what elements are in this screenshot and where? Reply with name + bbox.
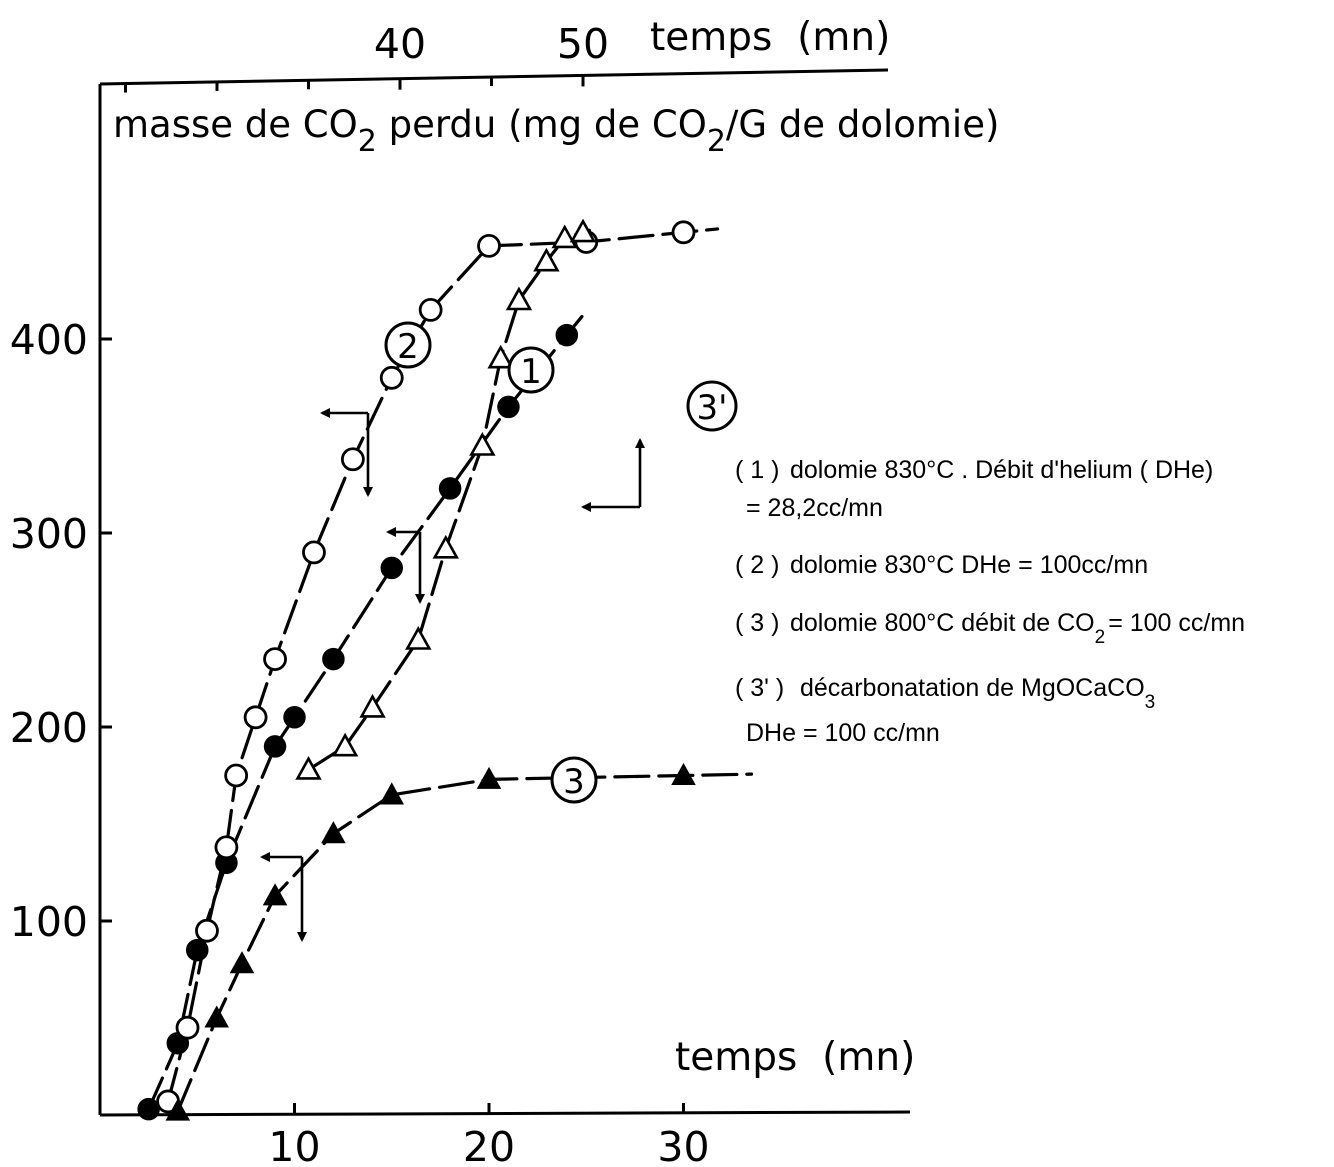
y-axis-label: masse de CO2 perdu (mg de CO2/G de dolom… bbox=[113, 103, 999, 159]
series-3'-point bbox=[432, 534, 459, 559]
axis-arrow-curve-3 bbox=[260, 852, 307, 942]
x-axis-bottom-label: temps (mn) bbox=[675, 1035, 915, 1080]
legend-1-num: ( 1 ) bbox=[735, 456, 779, 484]
series-2-point bbox=[243, 705, 268, 730]
series-3-point bbox=[165, 1098, 191, 1121]
series-1-point bbox=[186, 938, 209, 962]
series-3'-line bbox=[306, 228, 592, 772]
series-1-point bbox=[263, 735, 287, 758]
curves-layer bbox=[147, 227, 754, 1113]
series-1-point bbox=[438, 477, 462, 500]
x-axis-bottom-line bbox=[99, 1110, 911, 1117]
series-2-point bbox=[418, 297, 443, 322]
y-tick-label: 300 bbox=[10, 510, 88, 558]
series-3-point bbox=[321, 821, 346, 844]
series-3-point bbox=[229, 951, 255, 974]
series-2-point bbox=[214, 835, 239, 860]
series-2-point bbox=[477, 233, 501, 258]
legend-3-text: dolomie 800°C débit de CO2= 100 cc/mn bbox=[790, 609, 1245, 648]
x-bottom-tick-label: 20 bbox=[463, 1123, 515, 1167]
svg-text:1: 1 bbox=[520, 352, 542, 392]
legend-3-num: ( 3 ) bbox=[735, 609, 779, 637]
series-2-point bbox=[671, 220, 696, 245]
series-3'-point bbox=[551, 224, 578, 249]
series-2-point bbox=[302, 540, 326, 565]
curve-label-2: 2 bbox=[384, 321, 432, 369]
series-2-point bbox=[195, 918, 219, 943]
series-1-point bbox=[555, 323, 579, 347]
series-2-line bbox=[166, 227, 720, 1104]
legend-1-text: dolomie 830°C . Débit d'helium ( DHe) bbox=[790, 456, 1213, 484]
series-1-point bbox=[497, 395, 520, 419]
series-3-point bbox=[204, 1005, 229, 1028]
series-1-point bbox=[322, 647, 345, 671]
series-3-point bbox=[476, 766, 502, 789]
series-3'-point bbox=[331, 732, 359, 757]
series-3'-point bbox=[405, 626, 432, 650]
series-2-point bbox=[224, 763, 249, 788]
series-3-point bbox=[262, 883, 288, 906]
legend: ( 1 ) dolomie 830°C . Débit d'helium ( D… bbox=[735, 456, 1245, 747]
series-3'-point bbox=[359, 693, 386, 718]
series-3'-point bbox=[469, 432, 496, 456]
ticks-layer: 100 200 300 400 10 20 30 40 50 bbox=[10, 20, 710, 1167]
markers-layer bbox=[137, 218, 696, 1121]
series-1-line bbox=[147, 308, 589, 1111]
legend-2-text: dolomie 830°C DHe = 100cc/mn bbox=[790, 551, 1148, 579]
svg-text:2: 2 bbox=[397, 327, 419, 367]
series-3'-point bbox=[569, 218, 597, 243]
x-axis-top-label: temps (mn) bbox=[650, 15, 890, 60]
series-3'-point bbox=[533, 247, 560, 272]
x-top-tick-label: 50 bbox=[557, 20, 609, 68]
curve-label-1: 1 bbox=[507, 346, 555, 394]
series-2-point bbox=[175, 1015, 200, 1040]
x-bottom-tick-label: 10 bbox=[268, 1123, 320, 1167]
y-tick-label: 400 bbox=[10, 316, 88, 364]
series-3-point bbox=[671, 762, 696, 786]
x-bottom-tick-label: 30 bbox=[657, 1123, 709, 1167]
series-3'-point bbox=[295, 756, 322, 780]
curve-label-3: 3 bbox=[550, 756, 598, 804]
x-top-tick-label: 40 bbox=[374, 20, 426, 68]
legend-4-line2: DHe = 100 cc/mn bbox=[746, 719, 940, 747]
series-3-line bbox=[176, 772, 754, 1113]
y-tick-label: 100 bbox=[10, 898, 88, 946]
series-1-point bbox=[137, 1097, 160, 1121]
svg-text:3': 3' bbox=[697, 388, 728, 428]
series-2-point bbox=[263, 647, 287, 671]
legend-1-line2: = 28,2cc/mn bbox=[746, 494, 883, 522]
axis-arrow-curve-1 bbox=[386, 527, 425, 604]
axis-arrow-curve-2 bbox=[320, 408, 373, 497]
series-2-point bbox=[379, 365, 404, 390]
axis-arrow-curve-3prime bbox=[581, 438, 645, 512]
x-axis-top-line bbox=[99, 68, 889, 86]
series-3'-point bbox=[505, 286, 533, 311]
legend-2-num: ( 2 ) bbox=[735, 551, 779, 579]
svg-text:3: 3 bbox=[563, 762, 585, 802]
series-2-point bbox=[340, 447, 365, 472]
y-tick-label: 200 bbox=[10, 704, 88, 752]
series-1-point bbox=[380, 556, 403, 580]
curve-label-3prime: 3' bbox=[686, 380, 738, 432]
series-1-point bbox=[283, 706, 306, 729]
series-3-point bbox=[379, 782, 405, 805]
series-3'-point bbox=[487, 344, 514, 369]
legend-4-num: ( 3' ) bbox=[735, 674, 784, 702]
legend-4-text: décarbonatation de MgOCaCO3 bbox=[800, 674, 1155, 713]
